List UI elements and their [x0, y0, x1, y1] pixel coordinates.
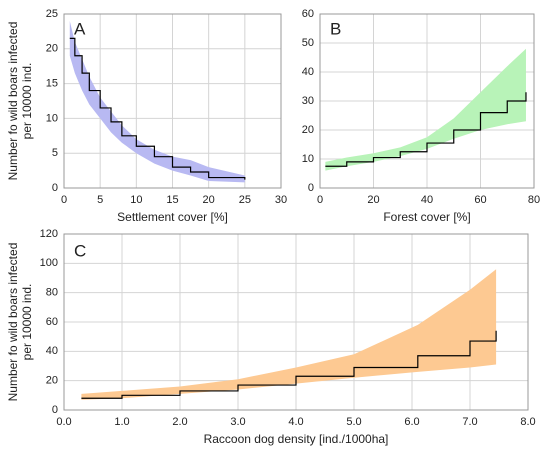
y-tick-label: 10	[46, 112, 58, 124]
x-tick-label: 1.0	[114, 416, 129, 428]
x-tick-label: 60	[474, 194, 486, 206]
y-tick-label: 15	[46, 78, 58, 90]
y-tick-label: 20	[302, 124, 314, 136]
x-tick-label: 8.0	[520, 416, 535, 428]
line	[69, 37, 246, 180]
x-axis-title: Settlement cover [%]	[117, 210, 228, 224]
x-tick-label: 15	[166, 194, 178, 206]
x-tick-label: 5	[97, 194, 103, 206]
x-tick-label: 4.0	[288, 416, 303, 428]
confidence-band	[69, 20, 245, 183]
plot-frame	[63, 13, 282, 189]
panel-label: B	[330, 19, 341, 38]
y-axis-title: per 10000 ind.	[20, 63, 34, 140]
x-tick-label: 7.0	[462, 416, 477, 428]
x-tick-label: 2.0	[172, 416, 187, 428]
x-tick-label: 20	[367, 194, 379, 206]
y-tick-label: 60	[46, 316, 58, 328]
y-tick-label: 100	[40, 257, 58, 269]
y-axis-title: per 10000 ind.	[20, 284, 34, 361]
x-tick-label: 20	[203, 194, 215, 206]
y-tick-label: 80	[46, 287, 58, 299]
y-tick-label: 40	[302, 66, 314, 78]
x-tick-label: 0.0	[56, 416, 71, 428]
x-tick-label: 10	[130, 194, 142, 206]
y-tick-label: 0	[308, 182, 314, 194]
y-tick-label: 50	[302, 37, 314, 49]
line	[81, 330, 497, 399]
x-tick-label: 6.0	[404, 416, 419, 428]
plot-frame	[319, 13, 535, 189]
x-tick-label: 40	[421, 194, 433, 206]
line	[325, 92, 527, 167]
y-tick-label: 30	[302, 95, 314, 107]
confidence-band	[81, 269, 497, 400]
x-tick-label: 80	[528, 194, 540, 206]
x-tick-label: 3.0	[230, 416, 245, 428]
y-tick-label: 20	[46, 43, 58, 55]
y-tick-label: 20	[46, 375, 58, 387]
y-tick-label: 0	[52, 404, 58, 416]
y-tick-label: 5	[52, 147, 58, 159]
y-tick-label: 0	[52, 182, 58, 194]
y-tick-label: 10	[302, 153, 314, 165]
panel-label: A	[74, 19, 86, 38]
confidence-band	[325, 48, 526, 171]
x-tick-label: 30	[275, 194, 287, 206]
x-axis-title: Raccoon dog density [ind./1000ha]	[204, 432, 389, 446]
y-tick-label: 120	[40, 228, 58, 240]
y-tick-label: 60	[302, 8, 314, 20]
x-tick-label: 25	[239, 194, 251, 206]
plot-frame	[63, 233, 529, 411]
y-axis-title: Number fo wild boars infected	[6, 22, 20, 181]
x-tick-label: 0	[317, 194, 323, 206]
x-axis-title: Forest cover [%]	[383, 210, 470, 224]
x-tick-label: 0	[61, 194, 67, 206]
panel-label: C	[74, 241, 86, 260]
y-tick-label: 25	[46, 8, 58, 20]
y-tick-label: 40	[46, 345, 58, 357]
y-axis-title: Number fo wild boars infected	[6, 243, 20, 402]
x-tick-label: 5.0	[346, 416, 361, 428]
